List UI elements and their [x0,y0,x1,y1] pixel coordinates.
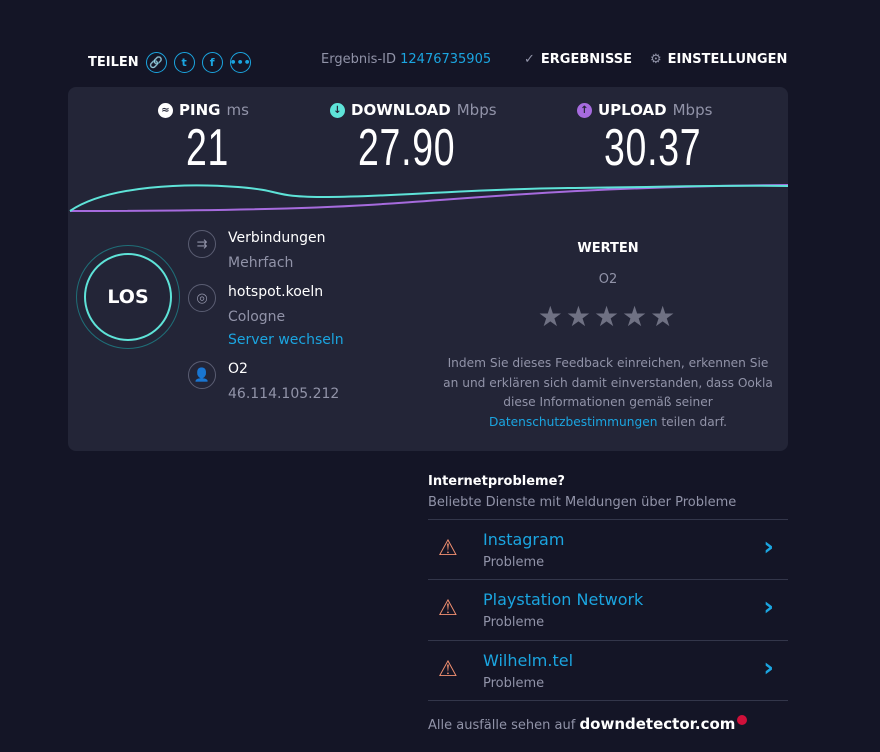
upload-icon: ↑ [577,102,592,118]
footer-text: Alle ausfälle sehen auf [428,718,576,733]
upload-line [69,184,788,212]
download-line [69,184,788,212]
provider-name: O2 [228,361,248,377]
provider-ip: 46.114.105.212 [228,386,340,402]
more-icon[interactable]: ••• [230,52,251,73]
warning-icon: ⚠ [438,596,458,621]
rating-provider: O2 [598,272,618,287]
chevron-right-icon: › [763,653,774,683]
result-id-link[interactable]: 12476735905 [400,52,492,67]
download-label: DOWNLOAD [351,101,451,119]
service-name: Playstation Network [483,590,644,609]
problems-subtitle: Beliebte Dienste mit Meldungen über Prob… [428,495,737,510]
downdetector-footer: Alle ausfälle sehen auf downdetector.com [428,715,748,733]
settings-button[interactable]: ⚙ EINSTELLUNGEN [650,52,787,67]
go-button[interactable]: LOS [84,253,172,341]
service-status: Probleme [483,555,545,570]
problem-row[interactable]: ⚠ Playstation Network Probleme › [428,579,788,640]
ping-icon: ≈ [158,102,173,118]
download-unit: Mbps [456,101,497,119]
service-status: Probleme [483,676,545,691]
ping-label: PING [179,101,221,119]
change-server-link[interactable]: Server wechseln [228,332,344,348]
results-label: ERGEBNISSE [540,52,632,67]
service-status: Probleme [483,615,545,630]
download-header: ↓ DOWNLOAD Mbps [330,101,497,119]
rating-disclaimer: Indem Sie dieses Feedback einreichen, er… [443,354,773,432]
results-button[interactable]: ✓ ERGEBNISSE [524,52,632,67]
downdetector-link[interactable]: downdetector.com [579,715,736,733]
facebook-icon[interactable]: f [201,52,223,73]
warning-icon: ⚠ [438,657,458,682]
user-icon: 👤 [188,361,216,389]
upload-value: 30.37 [604,119,702,177]
gear-icon: ⚙ [650,52,662,67]
check-icon: ✓ [524,52,535,67]
rating-title: WERTEN [577,241,639,256]
connections-icon: ⇉ [188,230,216,258]
star-icon[interactable]: ★ [622,300,651,333]
ping-value: 21 [186,119,230,177]
chevron-right-icon: › [763,592,774,622]
globe-icon: ◎ [188,284,216,312]
share-label: TEILEN [88,55,139,70]
download-icon: ↓ [330,102,345,118]
server-location: Cologne [228,309,286,325]
twitter-icon[interactable]: t [173,52,195,73]
star-icon[interactable]: ★ [650,300,679,333]
service-name: Instagram [483,530,565,549]
privacy-link[interactable]: Datenschutzbestimmungen [489,414,658,429]
alert-dot-icon [737,715,748,725]
warning-icon: ⚠ [438,536,458,561]
settings-label: EINSTELLUNGEN [667,52,788,67]
upload-header: ↑ UPLOAD Mbps [577,101,712,119]
disclaimer-text: Indem Sie dieses Feedback einreichen, er… [443,356,773,409]
result-panel [68,87,788,451]
star-icon[interactable]: ★ [565,300,594,333]
server-name: hotspot.koeln [228,284,324,300]
download-value: 27.90 [358,119,456,177]
star-icon[interactable]: ★ [537,300,566,333]
upload-unit: Mbps [672,101,713,119]
service-name: Wilhelm.tel [483,651,574,670]
connections-value: Mehrfach [228,255,294,271]
problem-row[interactable]: ⚠ Wilhelm.tel Probleme › [428,640,788,701]
connections-label: Verbindungen [228,230,326,246]
star-icon[interactable]: ★ [593,300,623,333]
ping-header: ≈ PING ms [158,101,249,119]
disclaimer-end: teilen darf. [657,414,727,429]
result-id: Ergebnis-ID 12476735905 [321,52,491,67]
speed-graph [69,184,788,212]
ping-unit: ms [226,101,249,119]
link-icon[interactable]: 🔗 [145,52,167,73]
upload-label: UPLOAD [598,101,667,119]
go-label: LOS [107,286,149,308]
share-bar: TEILEN 🔗 t f ••• [88,52,251,73]
star-rating[interactable]: ★★★★★ [448,300,768,333]
chevron-right-icon: › [763,532,774,562]
problem-row[interactable]: ⚠ Instagram Probleme › [428,519,788,580]
problems-title: Internetprobleme? [428,474,565,489]
go-ring [76,245,180,349]
result-id-label: Ergebnis-ID [321,52,396,67]
